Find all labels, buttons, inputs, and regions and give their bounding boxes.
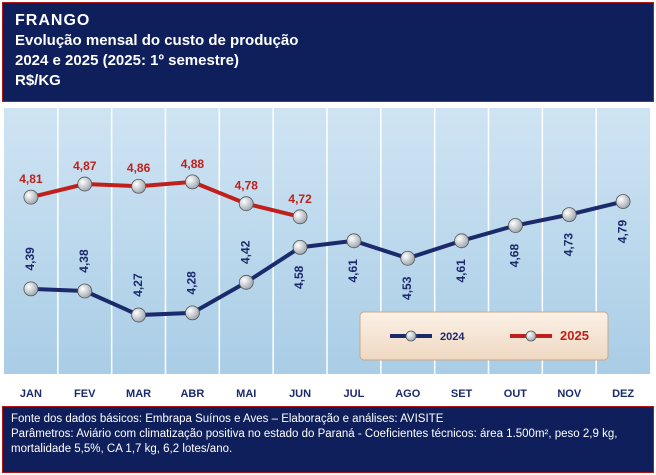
point	[561, 207, 577, 223]
value-label: 4,68	[508, 244, 522, 268]
point	[615, 194, 631, 209]
value-label: 4,61	[454, 259, 468, 283]
x-tick-label: OUT	[504, 388, 528, 400]
value-label: 4,61	[346, 259, 360, 283]
point	[238, 196, 254, 212]
point	[292, 239, 308, 255]
value-label: 4,78	[235, 179, 259, 193]
legend-label: 2024	[440, 331, 465, 343]
x-tick-label: SET	[451, 388, 473, 400]
point	[454, 233, 469, 249]
legend-marker	[405, 330, 417, 342]
header: FRANGO Evolução mensal do custo de produ…	[2, 2, 654, 102]
legend-marker	[525, 330, 537, 342]
x-tick-label: JUN	[289, 388, 311, 400]
source: Fonte dos dados básicos: Embrapa Suínos …	[11, 413, 444, 425]
point	[400, 250, 416, 266]
point	[292, 209, 308, 225]
x-tick-label: MAI	[236, 388, 256, 400]
x-tick-label: ABR	[180, 388, 204, 400]
value-label: 4,28	[185, 271, 199, 295]
notes: Parâmetros: Aviário com climatização pos…	[11, 428, 618, 455]
point	[23, 281, 39, 297]
value-label: 4,38	[77, 249, 91, 273]
value-label: 4,73	[561, 233, 575, 257]
value-label: 4,86	[127, 161, 151, 175]
x-tick-label: JAN	[20, 388, 42, 400]
unit: R$/KG	[15, 72, 61, 89]
legend-box	[359, 311, 609, 361]
value-label: 4,53	[400, 276, 414, 300]
x-tick-label: MAR	[126, 388, 151, 400]
legend-label: 2025	[560, 328, 589, 343]
value-label: 4,58	[292, 265, 306, 289]
point	[185, 305, 200, 321]
footer: Fonte dos dados básicos: Embrapa Suínos …	[2, 406, 654, 473]
value-label: 4,87	[73, 159, 97, 173]
point	[77, 176, 93, 192]
point	[131, 178, 146, 194]
subtitle: Evolução mensal do custo de produção	[15, 32, 299, 49]
value-label: 4,81	[19, 172, 43, 186]
value-label: 4,72	[288, 192, 312, 206]
x-tick-label: NOV	[557, 388, 582, 400]
value-label: 4,27	[131, 273, 145, 297]
x-tick-label: AGO	[395, 388, 421, 400]
x-tick-label: JUL	[344, 388, 365, 400]
chart: JAN FEV MAR ABR MAI JUN JUL AGO SET OUT NOV DEZ 4,39…	[4, 108, 650, 400]
point	[23, 189, 39, 205]
period: 2024 e 2025 (2025: 1º semestre)	[15, 52, 239, 69]
title: FRANGO	[15, 12, 91, 29]
point	[508, 218, 523, 233]
x-tick-label: FEV	[74, 388, 96, 400]
point	[185, 174, 200, 190]
point	[131, 307, 146, 323]
x-tick-label: DEZ	[612, 388, 634, 400]
value-label: 4,88	[181, 157, 205, 171]
series-line	[30, 199, 624, 318]
point	[238, 274, 254, 290]
point	[77, 283, 93, 299]
value-label: 4,79	[615, 220, 629, 244]
series-line	[30, 179, 301, 219]
point	[346, 233, 362, 249]
value-label: 4,39	[23, 247, 37, 271]
value-label: 4,42	[238, 240, 252, 264]
